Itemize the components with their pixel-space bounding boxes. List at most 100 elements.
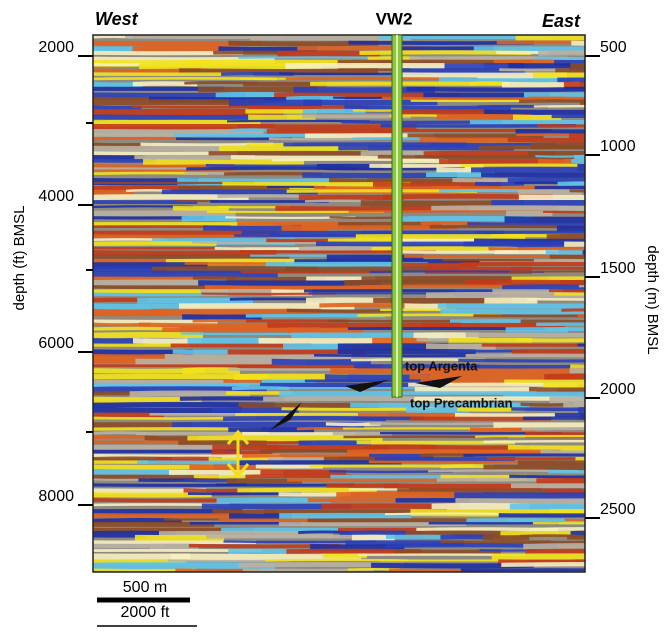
reflector xyxy=(233,373,348,381)
reflector xyxy=(373,297,513,304)
reflector xyxy=(237,364,383,369)
reflector xyxy=(405,407,470,414)
reflector xyxy=(475,435,585,438)
reflector xyxy=(569,368,585,375)
reflector xyxy=(546,233,585,240)
reflector xyxy=(426,291,585,300)
reflector xyxy=(285,63,485,69)
reflector xyxy=(460,261,585,267)
reflector xyxy=(536,477,585,485)
reflector xyxy=(549,254,585,259)
reflector xyxy=(436,167,480,174)
reflector xyxy=(352,109,402,112)
reflector xyxy=(245,474,352,479)
reflector xyxy=(509,503,585,510)
reflector xyxy=(299,246,390,252)
reflector xyxy=(302,114,412,119)
reflector xyxy=(162,327,320,333)
reflector xyxy=(394,549,501,555)
reflector xyxy=(207,210,384,214)
reflector xyxy=(438,188,538,193)
reflector xyxy=(575,559,585,565)
reflector xyxy=(532,522,585,525)
reflector xyxy=(93,50,244,56)
reflector xyxy=(440,534,494,540)
reflector xyxy=(201,503,352,510)
reflector xyxy=(544,373,585,381)
reflector xyxy=(229,128,277,132)
reflector xyxy=(510,483,585,489)
reflector xyxy=(408,382,577,387)
reflector xyxy=(538,50,585,56)
reflector xyxy=(440,540,551,544)
reflector xyxy=(172,205,229,212)
reflector xyxy=(381,96,566,101)
reflector xyxy=(325,422,381,427)
reflector xyxy=(444,62,525,70)
reflector xyxy=(237,487,377,493)
reflector xyxy=(306,276,376,281)
reflector xyxy=(93,40,263,46)
reflector xyxy=(316,241,501,247)
reflector xyxy=(137,460,263,465)
right-axis-label: depth (m) BMSL xyxy=(644,245,661,354)
reflector xyxy=(506,210,553,217)
reflector xyxy=(125,189,171,193)
reflector xyxy=(227,349,366,355)
reflector xyxy=(481,172,585,178)
reflector xyxy=(382,193,553,200)
reflector xyxy=(214,246,321,251)
reflector xyxy=(93,391,139,396)
reflector xyxy=(475,181,524,186)
label-east: East xyxy=(542,11,581,31)
reflector xyxy=(225,391,293,395)
tick-label: 2000 xyxy=(38,39,74,56)
reflector xyxy=(515,337,585,343)
reflector xyxy=(93,460,149,464)
reflector xyxy=(577,163,585,171)
reflector xyxy=(248,114,316,121)
reflector xyxy=(93,498,248,503)
reflector xyxy=(549,396,585,404)
reflector xyxy=(302,108,366,114)
reflector xyxy=(528,151,585,156)
reflector xyxy=(555,68,585,74)
reflector xyxy=(575,456,585,463)
reflector xyxy=(483,109,585,115)
reflector xyxy=(149,413,257,416)
reflector xyxy=(93,167,210,170)
reflector xyxy=(239,250,436,254)
reflector xyxy=(93,435,158,440)
reflector xyxy=(484,402,530,409)
arrowhead xyxy=(415,376,462,388)
reflector xyxy=(245,313,386,318)
reflector xyxy=(356,440,516,445)
reflector xyxy=(404,303,447,311)
reflector xyxy=(384,512,528,516)
reflector xyxy=(131,105,278,109)
reflector xyxy=(469,427,535,434)
reflector xyxy=(255,464,323,469)
reflector xyxy=(164,518,233,521)
reflector xyxy=(577,314,585,317)
reflector xyxy=(391,109,507,115)
reflector xyxy=(93,492,212,498)
reflector xyxy=(328,319,481,323)
reflector xyxy=(221,72,294,76)
reflector xyxy=(353,364,480,369)
reflector xyxy=(310,81,510,86)
reflector xyxy=(534,185,585,190)
reflector xyxy=(164,354,352,360)
reflector xyxy=(93,440,200,444)
reflector xyxy=(219,518,330,524)
reflector xyxy=(501,561,585,567)
reflector xyxy=(170,343,312,348)
reflector xyxy=(93,270,278,278)
reflector xyxy=(484,297,538,304)
reflector xyxy=(436,113,532,120)
reflector xyxy=(226,119,370,123)
seismic-section xyxy=(93,35,585,572)
tick-label: 2000 xyxy=(600,381,636,398)
reflector xyxy=(545,250,585,256)
reflector xyxy=(279,72,425,76)
